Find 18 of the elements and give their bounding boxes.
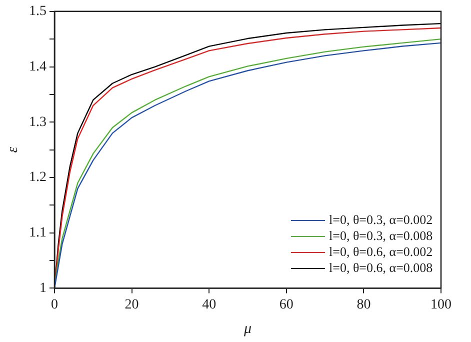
- legend-label: l=0, θ=0.6, α=0.008: [329, 260, 433, 276]
- x-axis-title: μ: [242, 320, 252, 337]
- y-tick-label: 1.1: [29, 226, 46, 241]
- y-tick-label: 1.2: [29, 170, 46, 186]
- legend-label: l=0, θ=0.3, α=0.002: [329, 212, 433, 228]
- y-tick-label: 1.4: [29, 59, 46, 74]
- x-tick-label: 40: [202, 297, 216, 312]
- legend-label: l=0, θ=0.3, α=0.008: [329, 228, 433, 244]
- legend-label: l=0, θ=0.6, α=0.002: [329, 244, 433, 260]
- y-tick-label: 1.3: [29, 114, 46, 130]
- y-tick-label: 1: [40, 280, 46, 296]
- x-tick-label: 80: [356, 297, 371, 312]
- x-tick-label: 0: [51, 297, 58, 312]
- y-axis-title: ε: [4, 146, 21, 153]
- x-tick-label: 20: [124, 297, 139, 312]
- x-tick-label: 60: [279, 297, 294, 312]
- y-tick-label: 1.5: [29, 4, 46, 20]
- x-tick-label: 100: [430, 297, 452, 312]
